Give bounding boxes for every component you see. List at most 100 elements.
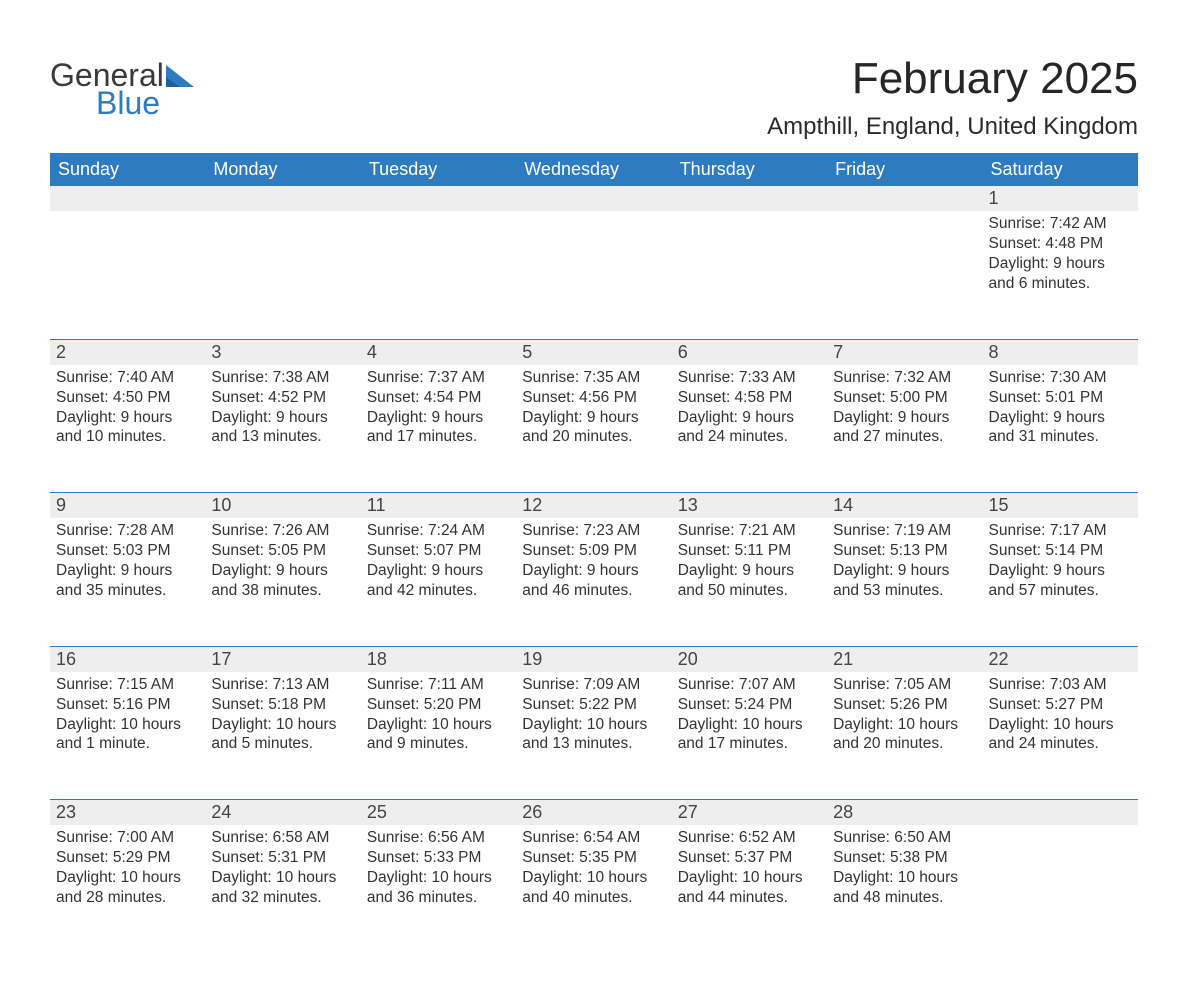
page-subtitle: Ampthill, England, United Kingdom bbox=[767, 113, 1138, 141]
calendar-page: General Blue February 2025 Ampthill, Eng… bbox=[0, 0, 1188, 993]
day-number: 4 bbox=[361, 340, 516, 365]
daynum-cell: 16 bbox=[50, 647, 205, 672]
day-number: 14 bbox=[827, 493, 982, 518]
sunrise-text: Sunrise: 6:54 AM bbox=[522, 828, 665, 848]
day-content: Sunrise: 7:09 AMSunset: 5:22 PMDaylight:… bbox=[516, 672, 671, 764]
day-cell: Sunrise: 7:38 AMSunset: 4:52 PMDaylight:… bbox=[205, 365, 360, 493]
day-cell: Sunrise: 7:19 AMSunset: 5:13 PMDaylight:… bbox=[827, 518, 982, 646]
sunset-text: Sunset: 4:52 PM bbox=[211, 388, 354, 408]
sunrise-text: Sunrise: 7:13 AM bbox=[211, 675, 354, 695]
daynum-cell: 15 bbox=[983, 493, 1138, 518]
day-number: 26 bbox=[516, 800, 671, 825]
daylight-text: Daylight: 9 hours and 6 minutes. bbox=[989, 254, 1132, 294]
daynum-cell: 19 bbox=[516, 647, 671, 672]
day-number: 15 bbox=[983, 493, 1138, 518]
day-content: Sunrise: 7:35 AMSunset: 4:56 PMDaylight:… bbox=[516, 365, 671, 457]
day-number bbox=[983, 800, 1138, 825]
day-cell: Sunrise: 7:09 AMSunset: 5:22 PMDaylight:… bbox=[516, 672, 671, 800]
day-content bbox=[672, 211, 827, 224]
day-content: Sunrise: 7:32 AMSunset: 5:00 PMDaylight:… bbox=[827, 365, 982, 457]
sunset-text: Sunset: 5:31 PM bbox=[211, 848, 354, 868]
sunset-text: Sunset: 5:13 PM bbox=[833, 541, 976, 561]
day-number: 3 bbox=[205, 340, 360, 365]
day-cell: Sunrise: 6:54 AMSunset: 5:35 PMDaylight:… bbox=[516, 825, 671, 953]
daynum-cell: 18 bbox=[361, 647, 516, 672]
daylight-text: Daylight: 10 hours and 44 minutes. bbox=[678, 868, 821, 908]
day-content: Sunrise: 6:52 AMSunset: 5:37 PMDaylight:… bbox=[672, 825, 827, 917]
daylight-text: Daylight: 9 hours and 27 minutes. bbox=[833, 408, 976, 448]
daylight-text: Daylight: 9 hours and 38 minutes. bbox=[211, 561, 354, 601]
day-cell: Sunrise: 6:56 AMSunset: 5:33 PMDaylight:… bbox=[361, 825, 516, 953]
daynum-cell: 17 bbox=[205, 647, 360, 672]
day-number: 28 bbox=[827, 800, 982, 825]
daylight-text: Daylight: 10 hours and 13 minutes. bbox=[522, 715, 665, 755]
sunset-text: Sunset: 5:11 PM bbox=[678, 541, 821, 561]
day-header-row: Sunday Monday Tuesday Wednesday Thursday… bbox=[50, 153, 1138, 186]
day-number bbox=[516, 186, 671, 211]
daylight-text: Daylight: 10 hours and 24 minutes. bbox=[989, 715, 1132, 755]
daynum-cell bbox=[516, 186, 671, 211]
day-content bbox=[361, 211, 516, 224]
daycontent-row: Sunrise: 7:42 AMSunset: 4:48 PMDaylight:… bbox=[50, 211, 1138, 339]
daynum-cell: 9 bbox=[50, 493, 205, 518]
sunrise-text: Sunrise: 7:32 AM bbox=[833, 368, 976, 388]
daylight-text: Daylight: 10 hours and 20 minutes. bbox=[833, 715, 976, 755]
day-cell: Sunrise: 7:28 AMSunset: 5:03 PMDaylight:… bbox=[50, 518, 205, 646]
sunset-text: Sunset: 5:27 PM bbox=[989, 695, 1132, 715]
day-cell bbox=[516, 211, 671, 339]
sunset-text: Sunset: 5:38 PM bbox=[833, 848, 976, 868]
day-cell: Sunrise: 7:30 AMSunset: 5:01 PMDaylight:… bbox=[983, 365, 1138, 493]
daynum-cell: 4 bbox=[361, 340, 516, 365]
daynum-cell bbox=[50, 186, 205, 211]
page-title: February 2025 bbox=[767, 55, 1138, 103]
daynum-cell: 28 bbox=[827, 800, 982, 825]
sunrise-text: Sunrise: 7:33 AM bbox=[678, 368, 821, 388]
daynum-row: 9101112131415 bbox=[50, 493, 1138, 518]
day-number: 23 bbox=[50, 800, 205, 825]
day-number: 21 bbox=[827, 647, 982, 672]
day-content: Sunrise: 6:56 AMSunset: 5:33 PMDaylight:… bbox=[361, 825, 516, 917]
sunset-text: Sunset: 5:35 PM bbox=[522, 848, 665, 868]
daylight-text: Daylight: 9 hours and 17 minutes. bbox=[367, 408, 510, 448]
daynum-cell: 23 bbox=[50, 800, 205, 825]
day-number bbox=[361, 186, 516, 211]
day-cell: Sunrise: 7:15 AMSunset: 5:16 PMDaylight:… bbox=[50, 672, 205, 800]
sunset-text: Sunset: 5:16 PM bbox=[56, 695, 199, 715]
day-number: 22 bbox=[983, 647, 1138, 672]
sunrise-text: Sunrise: 7:15 AM bbox=[56, 675, 199, 695]
sunset-text: Sunset: 5:14 PM bbox=[989, 541, 1132, 561]
day-content bbox=[516, 211, 671, 224]
sunset-text: Sunset: 5:03 PM bbox=[56, 541, 199, 561]
daynum-cell: 8 bbox=[983, 340, 1138, 365]
sunrise-text: Sunrise: 7:23 AM bbox=[522, 521, 665, 541]
sunrise-text: Sunrise: 7:26 AM bbox=[211, 521, 354, 541]
daylight-text: Daylight: 9 hours and 35 minutes. bbox=[56, 561, 199, 601]
sunset-text: Sunset: 5:00 PM bbox=[833, 388, 976, 408]
title-block: February 2025 Ampthill, England, United … bbox=[767, 55, 1138, 141]
daynum-row: 2345678 bbox=[50, 340, 1138, 365]
daynum-cell: 13 bbox=[672, 493, 827, 518]
sunset-text: Sunset: 5:07 PM bbox=[367, 541, 510, 561]
day-header: Monday bbox=[205, 153, 360, 186]
sunrise-text: Sunrise: 7:24 AM bbox=[367, 521, 510, 541]
sunset-text: Sunset: 4:54 PM bbox=[367, 388, 510, 408]
day-number: 16 bbox=[50, 647, 205, 672]
day-content: Sunrise: 7:21 AMSunset: 5:11 PMDaylight:… bbox=[672, 518, 827, 610]
sunrise-text: Sunrise: 7:17 AM bbox=[989, 521, 1132, 541]
day-cell: Sunrise: 7:00 AMSunset: 5:29 PMDaylight:… bbox=[50, 825, 205, 953]
sunrise-text: Sunrise: 7:28 AM bbox=[56, 521, 199, 541]
day-content: Sunrise: 7:13 AMSunset: 5:18 PMDaylight:… bbox=[205, 672, 360, 764]
daylight-text: Daylight: 9 hours and 10 minutes. bbox=[56, 408, 199, 448]
daylight-text: Daylight: 10 hours and 5 minutes. bbox=[211, 715, 354, 755]
day-cell bbox=[361, 211, 516, 339]
daylight-text: Daylight: 9 hours and 13 minutes. bbox=[211, 408, 354, 448]
day-number bbox=[50, 186, 205, 211]
day-number: 25 bbox=[361, 800, 516, 825]
day-number: 8 bbox=[983, 340, 1138, 365]
day-cell: Sunrise: 7:13 AMSunset: 5:18 PMDaylight:… bbox=[205, 672, 360, 800]
day-cell: Sunrise: 7:33 AMSunset: 4:58 PMDaylight:… bbox=[672, 365, 827, 493]
daylight-text: Daylight: 10 hours and 32 minutes. bbox=[211, 868, 354, 908]
day-content bbox=[827, 211, 982, 224]
sunrise-text: Sunrise: 6:50 AM bbox=[833, 828, 976, 848]
sunrise-text: Sunrise: 7:35 AM bbox=[522, 368, 665, 388]
